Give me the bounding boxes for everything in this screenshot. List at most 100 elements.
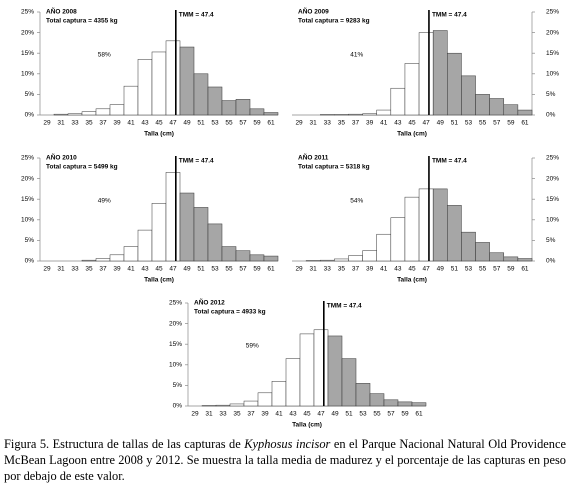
- x-tick-label: 37: [247, 411, 255, 418]
- species-name: Kyphosus incisor: [244, 437, 331, 451]
- bar: [390, 87, 406, 116]
- tmm-label: TMM = 47.4: [432, 12, 467, 19]
- y-tick-label: 25%: [21, 155, 34, 162]
- bar: [319, 259, 335, 262]
- y-tick-label: 5%: [25, 237, 35, 244]
- percent-below-tmm: 49%: [98, 198, 111, 205]
- x-tick-label: 51: [345, 411, 353, 418]
- bar: [263, 255, 279, 262]
- histogram: 0% 5% 10% 15% 20% 25% 29 31 33 35 37 39 41 43 45 47 49 51…: [21, 7, 279, 138]
- x-tick-label: 47: [169, 120, 177, 127]
- x-tick-label: 29: [295, 266, 303, 273]
- bar: [53, 113, 69, 116]
- bar: [411, 402, 427, 407]
- x-tick-label: 49: [331, 411, 339, 418]
- x-tick-label: 57: [239, 120, 247, 127]
- y-tick-label: 15%: [546, 50, 559, 57]
- y-tick-label: 5%: [25, 91, 35, 98]
- histogram: 0% 5% 10% 15% 20% 25% 29 31 33 35 37 39 41 43 45 47 49 51…: [169, 298, 427, 429]
- bar: [285, 358, 301, 407]
- x-tick-label: 45: [303, 411, 311, 418]
- bar: [109, 104, 125, 116]
- percent-below-tmm: 59%: [246, 343, 259, 350]
- bar: [67, 113, 83, 116]
- bar: [327, 335, 343, 407]
- x-tick-label: 45: [155, 120, 163, 127]
- x-tick-label: 53: [211, 120, 219, 127]
- percent-below-tmm: 58%: [98, 52, 111, 59]
- y-tick-label: 10%: [21, 71, 34, 78]
- x-tick-label: 31: [310, 120, 318, 127]
- y-tick-label: 5%: [546, 237, 556, 244]
- y-tick-label: 20%: [21, 175, 34, 182]
- x-axis-label: Talla (cm): [397, 277, 427, 284]
- x-tick-label: 53: [465, 120, 473, 127]
- y-tick-label: 15%: [169, 341, 182, 348]
- x-tick-label: 47: [169, 266, 177, 273]
- x-tick-label: 33: [324, 120, 332, 127]
- chart-subtitle: Total captura = 9283 kg: [298, 18, 370, 25]
- histogram: 0% 5% 10% 15% 20% 25% 29 31 33 35 37 39 41 43 45 47 49 51…: [292, 7, 559, 138]
- x-tick-label: 33: [71, 120, 79, 127]
- x-tick-label: 49: [437, 266, 445, 273]
- chart-title: AÑO 2010: [46, 153, 77, 162]
- bar: [207, 86, 223, 116]
- x-tick-label: 55: [225, 266, 233, 273]
- bar: [461, 231, 476, 262]
- bar: [243, 400, 259, 407]
- y-tick-label: 0%: [546, 112, 556, 119]
- tmm-label: TMM = 47.4: [327, 303, 362, 310]
- bar: [193, 73, 209, 116]
- bar: [257, 392, 273, 407]
- x-tick-label: 41: [127, 266, 135, 273]
- x-tick-label: 57: [493, 266, 501, 273]
- y-tick-label: 10%: [169, 362, 182, 369]
- bar: [123, 246, 139, 262]
- bar: [432, 188, 448, 262]
- y-tick-label: 0%: [25, 112, 35, 119]
- x-tick-label: 53: [359, 411, 367, 418]
- x-axis-label: Talla (cm): [292, 422, 322, 429]
- x-tick-label: 41: [380, 266, 388, 273]
- x-tick-label: 43: [394, 120, 402, 127]
- tmm-label: TMM = 47.4: [179, 158, 214, 165]
- x-tick-label: 29: [295, 120, 303, 127]
- x-tick-label: 43: [394, 266, 402, 273]
- bar: [151, 203, 167, 262]
- bar: [81, 259, 97, 262]
- y-tick-label: 15%: [21, 50, 34, 57]
- y-tick-label: 15%: [21, 196, 34, 203]
- x-tick-label: 31: [57, 266, 65, 273]
- x-axis-label: Talla (cm): [144, 277, 174, 284]
- chart-subtitle: Total captura = 5318 kg: [298, 164, 370, 171]
- y-tick-label: 25%: [21, 9, 34, 16]
- x-tick-label: 41: [127, 120, 135, 127]
- x-axis-label: Talla (cm): [144, 131, 174, 138]
- bar: [341, 358, 357, 407]
- bar: [165, 40, 181, 116]
- x-tick-label: 53: [211, 266, 219, 273]
- y-tick-label: 25%: [546, 155, 559, 162]
- bar: [503, 256, 519, 262]
- y-tick-label: 20%: [546, 175, 559, 182]
- bar: [362, 113, 377, 116]
- bar: [151, 51, 167, 116]
- x-tick-label: 35: [233, 411, 241, 418]
- bar: [137, 59, 153, 116]
- x-tick-label: 39: [113, 120, 121, 127]
- bar: [475, 242, 490, 262]
- x-tick-label: 59: [401, 411, 409, 418]
- y-tick-label: 0%: [173, 403, 183, 410]
- caption: Figura 5. Estructura de tallas de las ca…: [4, 436, 566, 484]
- x-tick-label: 55: [225, 120, 233, 127]
- bar: [517, 109, 533, 116]
- x-tick-label: 37: [352, 266, 360, 273]
- x-tick-label: 33: [219, 411, 227, 418]
- x-tick-label: 37: [99, 120, 107, 127]
- bar: [376, 109, 392, 116]
- y-tick-label: 10%: [546, 217, 559, 224]
- bar: [193, 207, 209, 262]
- bar: [221, 246, 237, 262]
- caption-text: en el Parque Nacional Natural Old Provid…: [4, 437, 567, 483]
- x-tick-label: 39: [113, 266, 121, 273]
